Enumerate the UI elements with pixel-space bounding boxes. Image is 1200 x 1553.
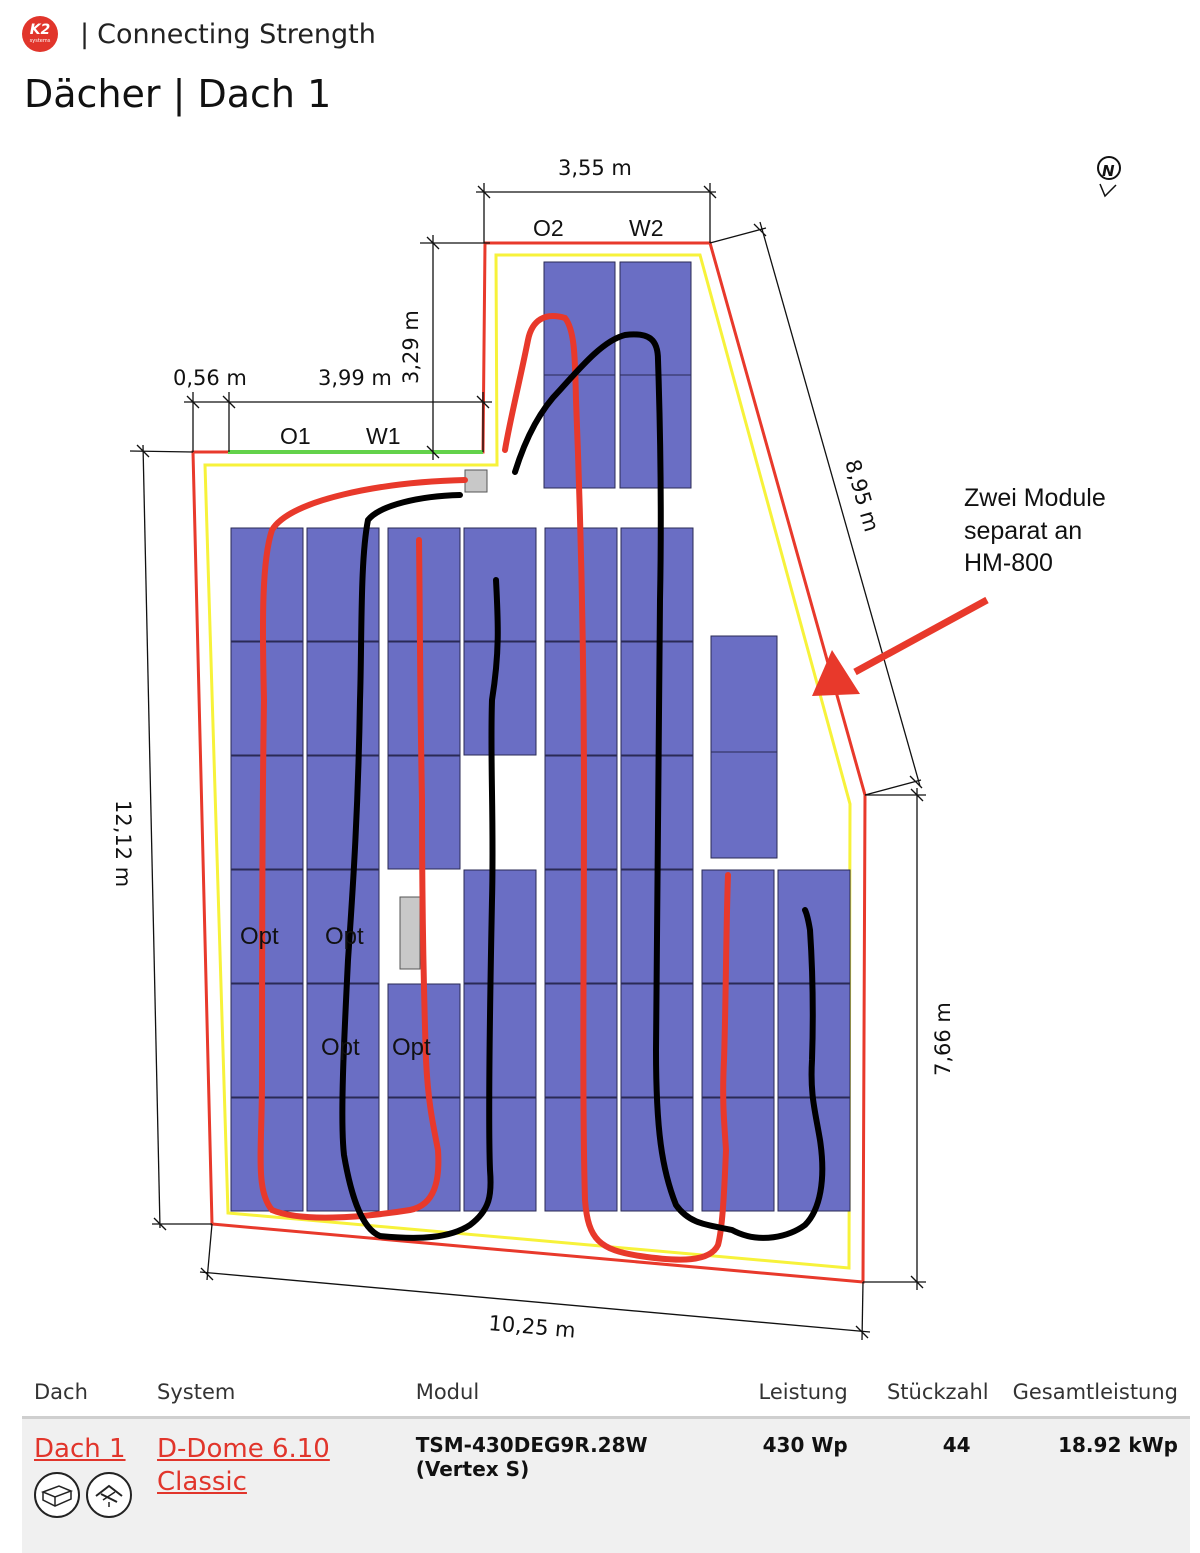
solar-module xyxy=(702,1098,774,1211)
optimizer-label: Opt xyxy=(392,1034,431,1061)
solar-module xyxy=(464,642,536,755)
solar-module xyxy=(464,1098,536,1211)
optimizer-label: Opt xyxy=(325,923,364,950)
table-row: Dach 1 D-Dome 6.10 Classic TSM-430DEG9R.… xyxy=(22,1418,1190,1553)
summary-table: Dach System Modul Leistung Stückzahl Ges… xyxy=(22,1374,1190,1553)
optimizer-label: Opt xyxy=(321,1034,360,1061)
roof-plan: Opt Opt Opt Opt O1 W1 O2 W2 3,55 m 0,56 … xyxy=(0,0,1200,1370)
column-header-modul: Modul xyxy=(404,1374,737,1418)
flat-roof-box-icon[interactable] xyxy=(34,1472,80,1518)
dimension-left-height: 12,12 m xyxy=(111,800,135,887)
dimension-step-height: 3,29 m xyxy=(399,310,423,384)
cell-leistung: 430 Wp xyxy=(736,1418,859,1553)
solar-module xyxy=(231,642,303,755)
solar-module xyxy=(307,528,379,641)
solar-module xyxy=(702,870,774,983)
dimension-top: 3,55 m xyxy=(558,156,632,180)
solar-module xyxy=(231,984,303,1097)
dimension-right-height: 7,66 m xyxy=(931,1002,955,1076)
solar-module xyxy=(464,870,536,983)
cell-stueckzahl: 44 xyxy=(860,1418,1001,1553)
label-o1: O1 xyxy=(280,423,311,449)
dimension-bottom: 10,25 m xyxy=(488,1311,577,1343)
dimension-diagonal: 8,95 m xyxy=(840,457,883,535)
solar-module xyxy=(711,752,777,858)
label-w2: W2 xyxy=(629,215,664,241)
roof-mount-icon[interactable] xyxy=(86,1472,132,1518)
solar-module xyxy=(388,528,460,641)
annotation-line-1: Zwei Module xyxy=(964,484,1106,512)
column-header-stueckzahl: Stückzahl xyxy=(860,1374,1001,1418)
annotation-line-3: HM-800 xyxy=(964,549,1053,577)
north-arrow-icon: N xyxy=(1098,157,1120,196)
table-header-row: Dach System Modul Leistung Stückzahl Ges… xyxy=(22,1374,1190,1418)
label-o2: O2 xyxy=(533,215,564,241)
cell-dach: Dach 1 xyxy=(22,1418,145,1553)
cell-system: D-Dome 6.10 Classic xyxy=(145,1418,404,1553)
junction-box xyxy=(465,470,487,492)
annotation-line-2: separat an xyxy=(964,517,1082,545)
svg-text:N: N xyxy=(1102,162,1115,180)
solar-module xyxy=(231,756,303,869)
solar-module xyxy=(464,984,536,1097)
solar-module xyxy=(388,1098,460,1211)
column-header-system: System xyxy=(145,1374,404,1418)
solar-module xyxy=(388,642,460,755)
solar-module xyxy=(307,642,379,755)
solar-module xyxy=(702,984,774,1097)
cell-gesamtleistung: 18.92 kWp xyxy=(1001,1418,1190,1553)
cell-modul: TSM-430DEG9R.28W (Vertex S) xyxy=(404,1418,737,1553)
solar-module xyxy=(620,375,691,488)
system-link[interactable]: D-Dome 6.10 Classic xyxy=(157,1433,332,1499)
column-header-leistung: Leistung xyxy=(736,1374,859,1418)
solar-module xyxy=(307,756,379,869)
column-header-gesamtleistung: Gesamtleistung xyxy=(1001,1374,1190,1418)
dimension-left-offset: 0,56 m xyxy=(173,366,247,390)
optimizer-label: Opt xyxy=(240,923,279,950)
solar-module xyxy=(711,636,777,752)
roof-icons xyxy=(34,1472,145,1518)
annotation-arrow xyxy=(855,600,987,672)
roof-link[interactable]: Dach 1 xyxy=(34,1433,145,1466)
label-w1: W1 xyxy=(366,423,401,449)
column-header-dach: Dach xyxy=(22,1374,145,1418)
inverter-box xyxy=(400,897,420,969)
dimension-step-width: 3,99 m xyxy=(318,366,392,390)
